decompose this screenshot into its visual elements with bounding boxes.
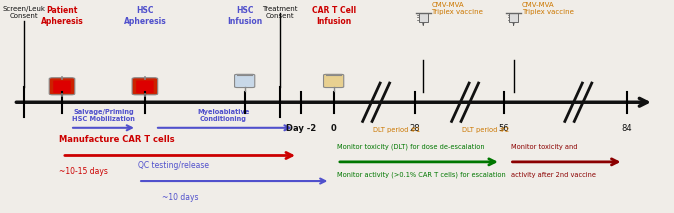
- Text: Treatment
Consent: Treatment Consent: [262, 6, 297, 19]
- FancyBboxPatch shape: [49, 78, 75, 95]
- Text: Day -2: Day -2: [286, 124, 316, 132]
- FancyBboxPatch shape: [509, 13, 518, 22]
- Text: 28: 28: [409, 124, 420, 132]
- Text: Monitor activity (>0.1% CAR T cells) for escalation: Monitor activity (>0.1% CAR T cells) for…: [337, 171, 506, 178]
- Text: ~10 days: ~10 days: [162, 193, 198, 201]
- Text: CMV-MVA
Triplex vaccine: CMV-MVA Triplex vaccine: [431, 2, 483, 15]
- Text: HSC
Apheresis: HSC Apheresis: [123, 6, 166, 26]
- FancyBboxPatch shape: [419, 13, 428, 22]
- Text: DLT period #1: DLT period #1: [373, 127, 420, 133]
- Text: Salvage/Priming
HSC Mobilization: Salvage/Priming HSC Mobilization: [72, 108, 135, 122]
- Text: DLT period #2: DLT period #2: [462, 127, 509, 133]
- Text: HSC
Infusion: HSC Infusion: [227, 6, 262, 26]
- Text: 56: 56: [499, 124, 510, 132]
- Text: Monitor toxicity and: Monitor toxicity and: [511, 144, 578, 150]
- Text: QC testing/release: QC testing/release: [138, 161, 209, 170]
- FancyBboxPatch shape: [132, 78, 158, 95]
- Text: Patient
Apheresis: Patient Apheresis: [40, 6, 84, 26]
- Text: Monitor toxicity (DLT) for dose de-escalation: Monitor toxicity (DLT) for dose de-escal…: [337, 144, 485, 150]
- Text: CMV-MVA
Triplex vaccine: CMV-MVA Triplex vaccine: [522, 2, 574, 15]
- Text: 0: 0: [331, 124, 336, 132]
- Text: CAR T Cell
Infusion: CAR T Cell Infusion: [311, 6, 356, 26]
- FancyBboxPatch shape: [53, 81, 71, 93]
- Text: ~10-15 days: ~10-15 days: [59, 167, 108, 176]
- FancyBboxPatch shape: [235, 74, 255, 88]
- Text: Myeloablative
Conditioning: Myeloablative Conditioning: [197, 108, 249, 122]
- Text: Manufacture CAR T cells: Manufacture CAR T cells: [59, 135, 175, 144]
- Text: activity after 2nd vaccine: activity after 2nd vaccine: [511, 172, 596, 178]
- FancyBboxPatch shape: [136, 81, 154, 93]
- Text: 84: 84: [621, 124, 632, 132]
- Text: Screen/Leuk
Consent: Screen/Leuk Consent: [2, 6, 45, 19]
- FancyBboxPatch shape: [324, 74, 344, 88]
